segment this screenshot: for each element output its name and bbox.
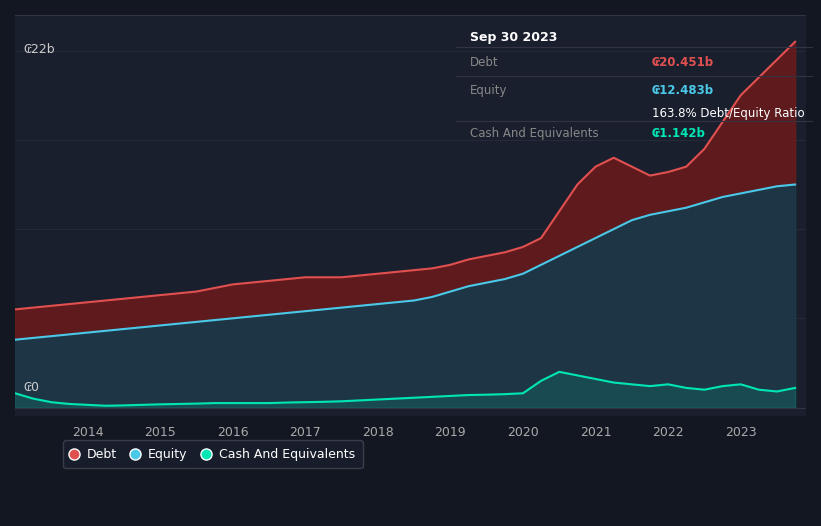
Text: ₢12.483b: ₢12.483b bbox=[652, 84, 714, 97]
Legend: Debt, Equity, Cash And Equivalents: Debt, Equity, Cash And Equivalents bbox=[63, 440, 363, 468]
Text: ₢1.142b: ₢1.142b bbox=[652, 127, 706, 140]
Text: Cash And Equivalents: Cash And Equivalents bbox=[470, 127, 599, 140]
Text: Equity: Equity bbox=[470, 84, 507, 97]
Text: 163.8% Debt/Equity Ratio: 163.8% Debt/Equity Ratio bbox=[652, 107, 805, 120]
Text: Sep 30 2023: Sep 30 2023 bbox=[470, 31, 557, 44]
Text: ₢0: ₢0 bbox=[23, 381, 39, 394]
Text: ₢20.451b: ₢20.451b bbox=[652, 56, 714, 69]
Text: ₢22b: ₢22b bbox=[23, 43, 54, 56]
Text: Debt: Debt bbox=[470, 56, 498, 69]
